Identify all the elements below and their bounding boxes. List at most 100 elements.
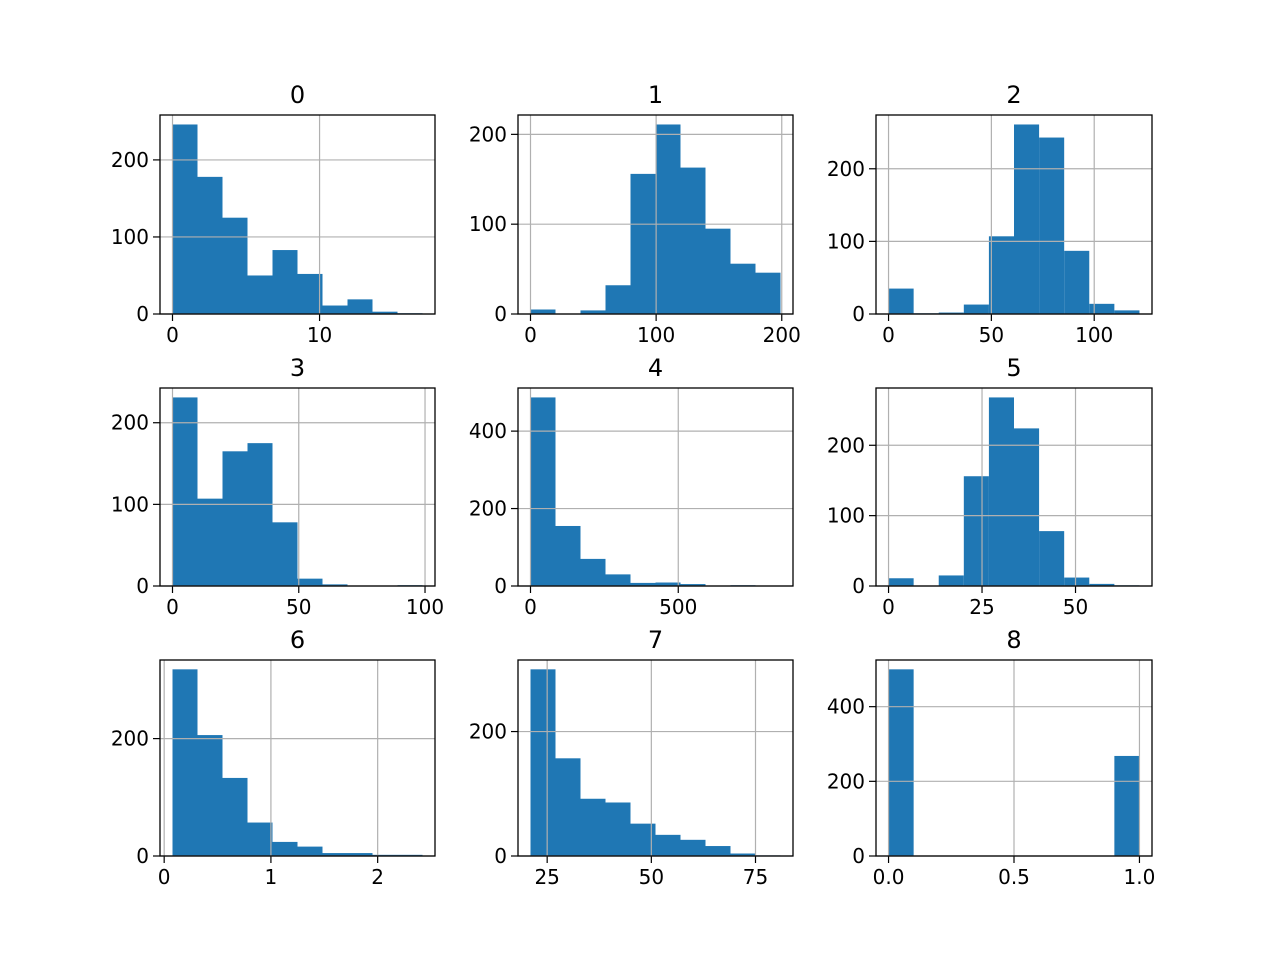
histogram-bar — [630, 582, 656, 586]
x-tick-label: 100 — [637, 323, 675, 347]
histogram-bar — [630, 173, 656, 314]
histogram-bar — [1064, 250, 1090, 314]
histogram-bar — [322, 584, 348, 586]
y-tick-label: 200 — [111, 148, 149, 172]
histogram-bar — [322, 305, 348, 314]
axes-frame — [159, 114, 436, 315]
subplot-2: 0 50 100 0 100 200 2 — [827, 81, 1153, 347]
x-tick-label: 100 — [1075, 323, 1113, 347]
y-tick-label: 0 — [136, 574, 149, 598]
histogram-bar — [680, 839, 706, 856]
subplot-title: 6 — [290, 626, 305, 654]
axes-frame — [517, 387, 794, 587]
histogram-bar — [247, 275, 273, 314]
histogram-bar — [222, 217, 248, 314]
y-tick-label: 400 — [827, 695, 865, 719]
subplot-title: 4 — [648, 354, 663, 382]
y-tick-label: 200 — [827, 769, 865, 793]
y-tick-label: 200 — [827, 433, 865, 457]
subplot-6: 0 1 2 0 200 6 — [111, 626, 436, 889]
x-tick-label: 0.5 — [998, 865, 1030, 889]
histogram-bar — [197, 176, 223, 314]
y-tick-label: 100 — [827, 504, 865, 528]
subplot-title: 5 — [1006, 354, 1021, 382]
histogram-bar — [988, 236, 1014, 314]
y-tick-label: 200 — [827, 157, 865, 181]
histogram-bar — [580, 310, 606, 314]
axes-frame — [159, 659, 436, 857]
histogram-bar — [272, 522, 298, 586]
histogram-bar — [580, 558, 606, 586]
x-tick-label: 0 — [166, 595, 179, 619]
histogram-bar — [172, 124, 198, 314]
y-tick-label: 200 — [469, 122, 507, 146]
x-tick-label: 10 — [307, 323, 332, 347]
y-tick-label: 0 — [852, 302, 865, 326]
histogram-bar — [888, 578, 914, 586]
histogram-bar — [1089, 583, 1115, 586]
y-tick-label: 0 — [494, 302, 507, 326]
histogram-bar — [297, 273, 323, 314]
axes-frame — [875, 659, 1153, 857]
x-tick-label: 200 — [763, 323, 801, 347]
histogram-bar — [938, 575, 964, 586]
y-tick-label: 0 — [852, 574, 865, 598]
x-tick-label: 0 — [158, 865, 171, 889]
histogram-bar — [272, 841, 298, 856]
histogram-bar — [730, 263, 756, 314]
axes-frame — [517, 659, 794, 857]
histogram-bar — [730, 853, 756, 856]
histogram-bar — [605, 574, 631, 586]
x-tick-label: 75 — [743, 865, 768, 889]
histogram-bar — [1039, 531, 1065, 586]
subplot-4: 0 500 0 200 400 4 — [469, 354, 794, 619]
histogram-bar — [197, 498, 223, 586]
histogram-bar — [705, 228, 731, 314]
subplot-title: 3 — [290, 354, 305, 382]
histogram-bar — [655, 834, 681, 856]
x-tick-label: 0 — [524, 323, 537, 347]
x-tick-label: 50 — [286, 595, 311, 619]
histogram-bar — [247, 443, 273, 586]
y-tick-label: 100 — [111, 225, 149, 249]
histogram-bar — [247, 822, 273, 856]
histogram-bar — [1064, 577, 1090, 586]
x-tick-label: 0 — [882, 323, 895, 347]
y-tick-label: 100 — [469, 212, 507, 236]
x-tick-label: 25 — [534, 865, 559, 889]
histogram-bar — [172, 669, 198, 856]
histogram-bar — [888, 669, 914, 856]
x-tick-label: 0.0 — [873, 865, 905, 889]
histogram-bar — [530, 669, 556, 856]
histogram-bar — [1089, 303, 1115, 314]
y-tick-label: 200 — [469, 720, 507, 744]
x-tick-label: 50 — [979, 323, 1004, 347]
subplot-title: 7 — [648, 626, 663, 654]
axes-frame — [875, 114, 1153, 315]
y-tick-label: 400 — [469, 419, 507, 443]
y-tick-label: 100 — [111, 492, 149, 516]
histogram-bar — [297, 846, 323, 856]
x-tick-label: 500 — [659, 595, 697, 619]
y-tick-label: 0 — [494, 574, 507, 598]
histogram-bar — [222, 777, 248, 856]
subplot-7: 25 50 75 0 200 7 — [469, 626, 794, 889]
histogram-bar — [605, 802, 631, 856]
histogram-bar — [197, 735, 223, 856]
x-tick-label: 0 — [882, 595, 895, 619]
histogram-bar — [530, 309, 556, 314]
histogram-bar — [888, 288, 914, 314]
histogram-bar — [605, 285, 631, 314]
histogram-bar — [555, 758, 581, 856]
x-tick-label: 100 — [406, 595, 444, 619]
y-tick-label: 0 — [136, 302, 149, 326]
x-tick-label: 1.0 — [1124, 865, 1156, 889]
histogram-bar — [705, 846, 731, 856]
y-tick-label: 0 — [136, 844, 149, 868]
histogram-bar — [172, 397, 198, 586]
x-tick-label: 50 — [1063, 595, 1088, 619]
axes-frame — [875, 387, 1153, 587]
histogram-bar — [1014, 124, 1040, 314]
